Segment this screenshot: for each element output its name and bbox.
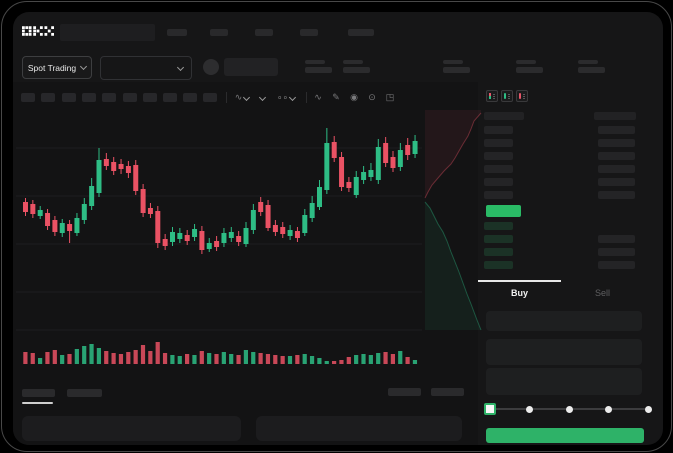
camera-icon[interactable]: ◉ — [350, 92, 358, 102]
chart-panel — [13, 82, 478, 445]
bottom-tab[interactable] — [22, 389, 55, 397]
divider — [306, 92, 307, 103]
divider — [226, 92, 227, 103]
market-type-selector[interactable]: Spot Trading — [22, 56, 92, 79]
active-tab-underline — [22, 402, 53, 404]
tab-buy[interactable]: Buy — [478, 280, 561, 305]
slider-stop[interactable] — [644, 405, 652, 413]
ask-price-placeholder — [484, 191, 513, 199]
orderbook-price-header — [484, 112, 524, 120]
settings-gear-icon[interactable]: ⊙ — [368, 92, 376, 102]
slider-handle[interactable] — [484, 403, 496, 415]
total-input[interactable] — [486, 368, 642, 395]
timeframe-button[interactable] — [62, 93, 76, 102]
ask-price-placeholder — [484, 178, 513, 186]
ask-amount-placeholder — [598, 165, 635, 173]
slider-stop[interactable] — [526, 405, 533, 413]
ask-amount-placeholder — [598, 139, 635, 147]
timeframe-button[interactable] — [203, 93, 217, 102]
timeframe-button[interactable] — [143, 93, 157, 102]
timeframe-button[interactable] — [163, 93, 177, 102]
timeframe-button[interactable] — [102, 93, 116, 102]
bottom-action[interactable] — [431, 388, 464, 396]
nav-item[interactable] — [348, 29, 374, 36]
tab-buy-label: Buy — [510, 287, 528, 298]
amount-input[interactable] — [486, 339, 642, 365]
ask-price-placeholder — [484, 126, 513, 134]
coin-avatar — [203, 59, 219, 75]
ask-price-placeholder — [484, 165, 513, 173]
chart-style-icon[interactable]: ∿ — [233, 91, 251, 103]
chevron-down-icon — [176, 63, 185, 71]
bid-amount-placeholder — [598, 248, 635, 256]
stat-value-placeholder — [578, 67, 605, 73]
buy-submit-button[interactable] — [486, 428, 644, 443]
ask-price-placeholder — [484, 139, 513, 147]
bid-price-placeholder — [484, 261, 513, 269]
bid-price-placeholder — [484, 222, 513, 230]
slider-stop[interactable] — [565, 405, 573, 413]
bid-amount-placeholder — [598, 235, 635, 243]
interval-dropdown-icon[interactable] — [257, 91, 267, 103]
fullscreen-icon[interactable]: ◳ — [385, 92, 395, 102]
bottom-panel — [22, 416, 241, 441]
bid-price-placeholder — [484, 248, 513, 256]
timeframe-button[interactable] — [183, 93, 197, 102]
slider-stop[interactable] — [605, 405, 612, 413]
market-type-label: Spot Trading — [27, 62, 77, 73]
bid-amount-placeholder — [598, 261, 635, 269]
line-chart-icon[interactable]: ∿ — [314, 92, 322, 102]
ask-amount-placeholder — [598, 152, 635, 160]
bid-price-placeholder — [484, 235, 513, 243]
nav-item[interactable] — [300, 29, 318, 36]
candlestick-chart[interactable] — [14, 108, 482, 370]
trade-tabs: Buy Sell — [478, 280, 644, 305]
chevron-down-icon — [80, 62, 88, 71]
stat-value-placeholder — [343, 67, 370, 73]
orderbook-asks-icon[interactable] — [516, 90, 528, 102]
orderbook-amount-header — [594, 112, 636, 120]
bottom-panel — [256, 416, 462, 441]
timeframe-button[interactable] — [82, 93, 96, 102]
stat-value-placeholder — [443, 67, 470, 73]
ask-price-placeholder — [484, 152, 513, 160]
stat-label-placeholder — [343, 60, 363, 64]
nav-item[interactable] — [255, 29, 273, 36]
ask-amount-placeholder — [598, 191, 635, 199]
orderbook-bids-icon[interactable] — [501, 90, 513, 102]
search-placeholder[interactable] — [60, 24, 155, 41]
bottom-tab[interactable] — [67, 389, 102, 397]
tab-sell-label: Sell — [594, 287, 610, 298]
stat-label-placeholder — [516, 60, 536, 64]
timeframe-button[interactable] — [21, 93, 35, 102]
orderbook-all-icon[interactable] — [486, 90, 498, 102]
stat-value-placeholder — [305, 67, 332, 73]
ask-amount-placeholder — [598, 126, 635, 134]
ask-amount-placeholder — [598, 178, 635, 186]
timeframe-button[interactable] — [41, 93, 55, 102]
stat-label-placeholder — [578, 60, 598, 64]
bottom-action[interactable] — [388, 388, 421, 396]
timeframe-button[interactable] — [123, 93, 137, 102]
pair-name-placeholder — [224, 58, 278, 76]
price-input[interactable] — [486, 311, 642, 331]
stat-value-placeholder — [516, 67, 543, 73]
okx-logo[interactable] — [22, 25, 54, 37]
nav-item[interactable] — [167, 29, 187, 36]
stat-label-placeholder — [305, 60, 325, 64]
nav-item[interactable] — [210, 29, 228, 36]
stat-label-placeholder — [443, 60, 463, 64]
indicators-icon[interactable]: ∘∘ — [276, 91, 297, 103]
tab-sell[interactable]: Sell — [561, 280, 644, 305]
pair-selector[interactable] — [100, 56, 192, 80]
last-price-badge[interactable] — [486, 205, 521, 217]
draw-icon[interactable]: ✎ — [332, 92, 340, 102]
